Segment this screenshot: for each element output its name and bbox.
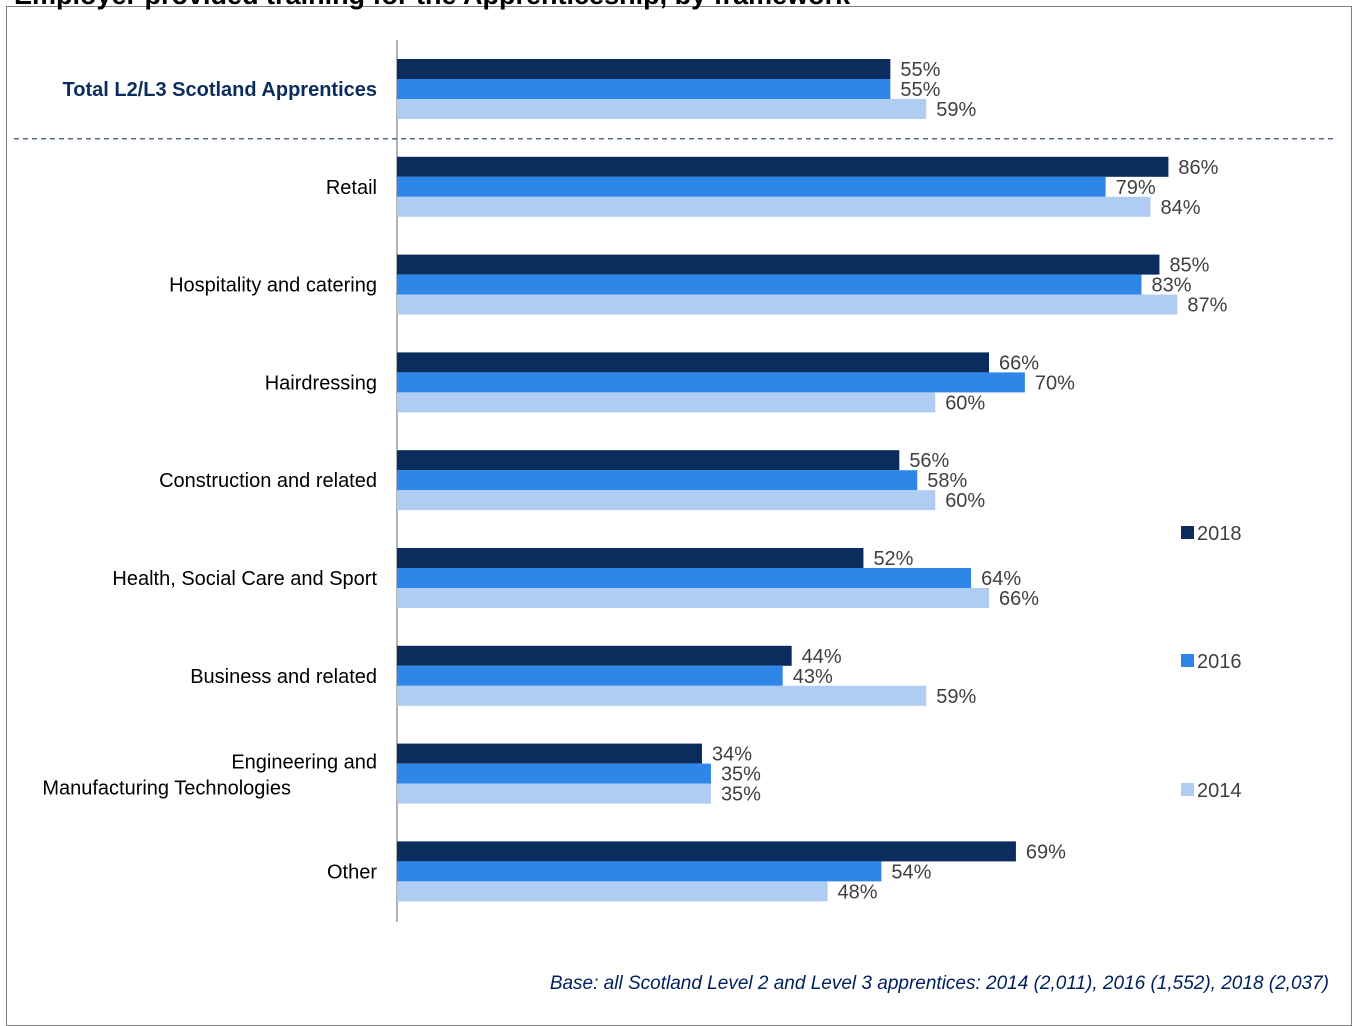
bar-2016 — [397, 861, 882, 882]
bar-2018 — [397, 450, 900, 471]
bar-2018 — [397, 254, 1160, 275]
data-label-2014: 87% — [1187, 295, 1227, 317]
data-label-2016: 58% — [927, 470, 967, 492]
category-label: Other — [327, 861, 377, 883]
bar-2018 — [397, 841, 1016, 862]
bar-2014 — [397, 490, 936, 511]
bar-2014 — [397, 588, 990, 608]
data-label-2018: 52% — [873, 548, 913, 570]
data-label-2014: 66% — [999, 588, 1039, 610]
bar-2018 — [397, 645, 792, 666]
category-label: Retail — [326, 177, 377, 199]
data-label-2016: 64% — [981, 568, 1021, 590]
bar-2014 — [397, 392, 936, 413]
category-label: Construction and related — [159, 470, 377, 492]
data-label-2018: 55% — [900, 59, 940, 81]
category-label: Health, Social Care and Sport — [112, 568, 377, 590]
bar-2018 — [397, 156, 1169, 177]
bar-2014 — [397, 294, 1178, 315]
data-label-2018: 56% — [909, 450, 949, 472]
legend-label-2014: 2014 — [1197, 780, 1242, 802]
bar-2016 — [397, 79, 891, 99]
bar-2018 — [397, 59, 891, 79]
data-label-2018: 85% — [1169, 255, 1209, 277]
bar-2018 — [397, 548, 864, 568]
data-label-2018: 34% — [712, 744, 752, 766]
bar-2016 — [397, 470, 918, 491]
bar-2016 — [397, 665, 783, 686]
data-label-2014: 59% — [936, 686, 976, 708]
data-label-2014: 60% — [945, 392, 985, 414]
legend-label-2018: 2018 — [1197, 523, 1242, 545]
data-label-2016: 83% — [1152, 275, 1192, 297]
data-label-2018: 44% — [802, 646, 842, 668]
bar-2016 — [397, 274, 1142, 295]
base-footnote: Base: all Scotland Level 2 and Level 3 a… — [549, 973, 1329, 994]
legend-swatch-2016 — [1181, 654, 1194, 667]
category-label: Engineering and Manufacturing Technologie… — [42, 752, 377, 800]
bar-2016 — [397, 176, 1106, 197]
data-label-2018: 69% — [1026, 841, 1066, 863]
data-label-2018: 66% — [999, 352, 1039, 374]
data-label-2016: 54% — [891, 861, 931, 883]
bar-2014 — [397, 783, 711, 804]
data-label-2016: 79% — [1116, 177, 1156, 199]
data-label-2018: 86% — [1178, 157, 1218, 179]
chart-title: Employer provided training for the Appre… — [14, 0, 850, 11]
category-label: Hospitality and catering — [169, 275, 377, 297]
category-label: Hairdressing — [265, 372, 377, 394]
legend-swatch-2018 — [1181, 526, 1194, 539]
bar-2016 — [397, 568, 972, 588]
category-label: Business and related — [190, 666, 377, 688]
data-label-2014: 35% — [721, 784, 761, 806]
data-label-2016: 43% — [793, 666, 833, 688]
data-label-2016: 70% — [1035, 372, 1075, 394]
bar-2014 — [397, 196, 1151, 217]
legend-label-2016: 2016 — [1197, 651, 1242, 673]
bar-2016 — [397, 763, 711, 784]
bar-2016 — [397, 372, 1025, 393]
category-label: Total L2/L3 Scotland Apprentices — [63, 79, 378, 101]
bar-2018 — [397, 743, 702, 764]
bar-2018 — [397, 352, 990, 373]
bar-2014 — [397, 99, 927, 119]
data-label-2014: 84% — [1160, 197, 1200, 219]
data-label-2014: 60% — [945, 490, 985, 512]
data-label-2014: 59% — [936, 99, 976, 121]
data-label-2014: 48% — [838, 881, 878, 903]
legend-swatch-2014 — [1181, 783, 1194, 796]
data-label-2016: 35% — [721, 764, 761, 786]
bar-2014 — [397, 881, 828, 902]
data-label-2016: 55% — [900, 79, 940, 101]
bar-2014 — [397, 685, 927, 706]
